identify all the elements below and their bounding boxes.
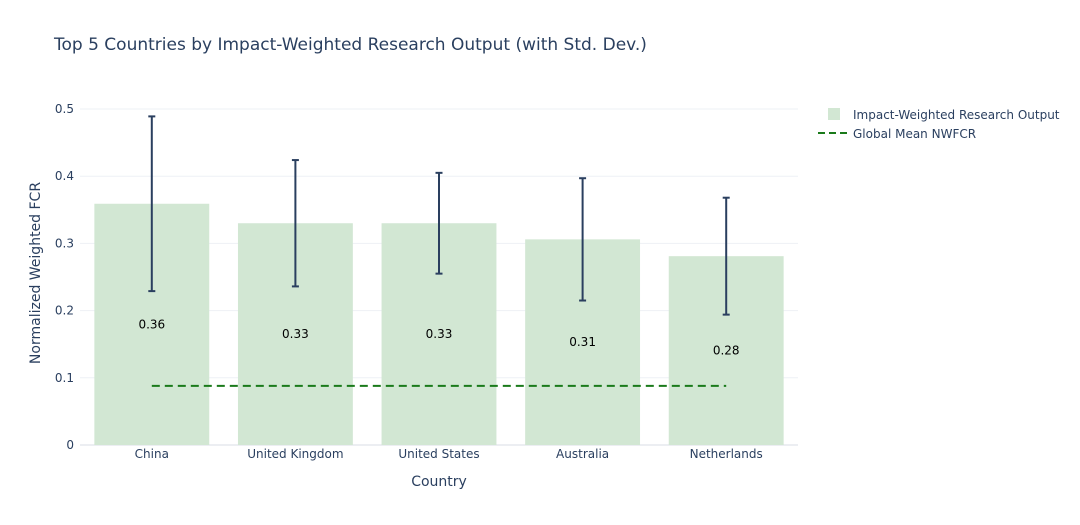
error-bar xyxy=(722,196,730,316)
x-tick-label: Netherlands xyxy=(690,447,763,461)
x-axis-title: Country xyxy=(411,474,467,490)
error-bar xyxy=(579,177,587,302)
data-label: 0.33 xyxy=(426,327,453,341)
data-label: 0.28 xyxy=(713,344,740,358)
y-tick-label: 0 xyxy=(66,438,74,452)
x-tick-label: United States xyxy=(398,447,479,461)
x-tick-label: United Kingdom xyxy=(247,447,343,461)
legend-item-bars[interactable]: Impact-Weighted Research Output xyxy=(828,108,1060,122)
data-label: 0.33 xyxy=(282,327,309,341)
y-tick-label: 0.2 xyxy=(55,304,74,318)
y-tick-label: 0.3 xyxy=(55,236,74,250)
legend-swatch-bars xyxy=(828,108,840,120)
error-bar xyxy=(148,115,156,293)
error-bars xyxy=(148,115,730,316)
legend[interactable]: Impact-Weighted Research Output Global M… xyxy=(818,108,1060,141)
x-tick-label: China xyxy=(135,447,169,461)
data-label: 0.36 xyxy=(138,317,165,331)
data-labels: 0.36 0.33 0.33 0.31 0.28 xyxy=(138,317,739,357)
error-bar xyxy=(435,171,443,275)
y-tick-label: 0.4 xyxy=(55,169,74,183)
chart-title: Top 5 Countries by Impact-Weighted Resea… xyxy=(53,35,647,55)
error-bar xyxy=(291,159,299,288)
legend-item-mean-line[interactable]: Global Mean NWFCR xyxy=(818,127,976,141)
data-label: 0.31 xyxy=(569,335,596,349)
axis-ticks: 0 0.1 0.2 0.3 0.4 0.5 China United Kingdom Unite… xyxy=(55,102,763,461)
y-axis-title: Normalized Weighted FCR xyxy=(28,182,44,364)
x-tick-label: Australia xyxy=(556,447,609,461)
y-tick-label: 0.1 xyxy=(55,371,74,385)
legend-label-mean-line: Global Mean NWFCR xyxy=(853,127,976,141)
legend-label-bars: Impact-Weighted Research Output xyxy=(853,108,1060,122)
y-tick-label: 0.5 xyxy=(55,102,74,116)
